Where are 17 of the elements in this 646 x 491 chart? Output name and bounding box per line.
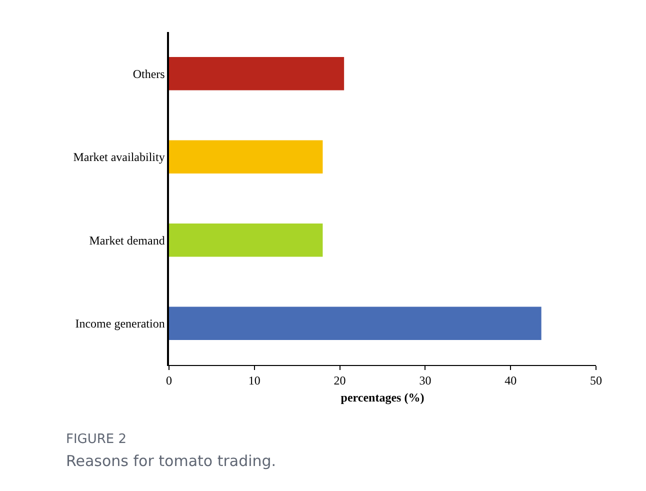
- y-tick-label: Market demand: [89, 233, 165, 248]
- bar: [169, 306, 542, 340]
- text: Reasons for tomato trading.: [66, 452, 276, 470]
- x-tick-label: 30: [419, 373, 432, 388]
- bar: [169, 223, 323, 257]
- bar: [169, 140, 323, 174]
- x-tick-label: 10: [248, 373, 260, 388]
- x-tick-label: 50: [590, 373, 602, 388]
- x-tick-label: 40: [504, 373, 517, 388]
- y-tick-label: Others: [132, 66, 166, 81]
- x-tick-label: 20: [334, 373, 346, 388]
- bar: [169, 56, 344, 90]
- y-tick-label: Market availability: [73, 150, 165, 164]
- text: FIGURE 2: [66, 432, 127, 447]
- x-tick-label: 0: [166, 373, 172, 388]
- x-axis-title: percentages (%): [340, 390, 424, 404]
- y-tick-label: Income generation: [75, 316, 165, 331]
